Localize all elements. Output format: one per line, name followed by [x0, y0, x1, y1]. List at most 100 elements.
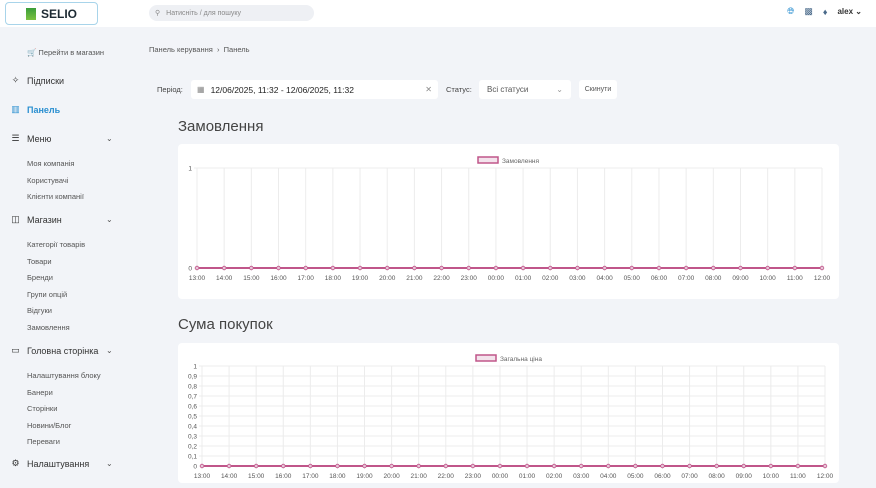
data-point: [683, 265, 689, 271]
y-tick-label: 0,7: [188, 394, 197, 401]
sidebar-subitem[interactable]: Відгуки: [27, 306, 53, 316]
brand-name: SELIO: [40, 6, 77, 21]
x-tick-label: 19:00: [356, 473, 373, 480]
chevron-down-icon[interactable]: ⌄: [106, 459, 113, 468]
y-tick-label: 0,1: [188, 454, 197, 461]
sidebar-item-5[interactable]: ⚙ Налаштування: [10, 458, 89, 469]
chevron-down-icon: ⌄: [556, 85, 563, 94]
x-tick-label: 21:00: [411, 473, 428, 480]
x-tick-label: 23:00: [461, 275, 478, 282]
sidebar-subitem[interactable]: Замовлення: [27, 323, 70, 332]
sidebar-item-label: Підписки: [27, 75, 65, 86]
x-tick-label: 15:00: [243, 275, 260, 282]
sidebar-item-1[interactable]: ▥ Панель: [10, 104, 60, 115]
data-point: [520, 265, 526, 271]
legend-swatch: [477, 156, 499, 164]
legend-label: Загальна ціна: [500, 355, 542, 363]
sidebar-subitem[interactable]: Бренди: [27, 273, 53, 283]
globe-icon[interactable]: 🌐︎: [787, 6, 795, 16]
sidebar-subitem[interactable]: Банери: [27, 387, 53, 397]
breadcrumb: Панель керування › Панель: [149, 45, 250, 54]
monitor-icon[interactable]: ▩: [804, 6, 813, 16]
search-icon: ⚲: [155, 10, 161, 17]
x-tick-label: 08:00: [709, 473, 726, 480]
gear-icon: ⚙: [11, 458, 20, 468]
x-tick-label: 00:00: [488, 275, 505, 282]
data-point: [416, 463, 421, 469]
chevron-down-icon[interactable]: ⌄: [106, 134, 113, 143]
data-point: [335, 463, 340, 469]
clear-icon[interactable]: ✕: [425, 85, 432, 94]
y-tick-label: 0,2: [188, 444, 197, 451]
x-tick-label: 02:00: [546, 473, 563, 480]
sidebar-item-3[interactable]: ◫ Магазин: [10, 214, 61, 225]
status-value: Всі статуси: [487, 85, 529, 94]
data-point: [249, 265, 254, 271]
data-point: [602, 265, 607, 271]
data-point: [389, 463, 394, 469]
sidebar-subitem[interactable]: Користувачі: [27, 175, 69, 185]
sales-title: Сума покупок: [178, 316, 273, 333]
x-tick-label: 15:00: [248, 473, 265, 480]
box-icon: ▭: [11, 345, 20, 355]
sidebar-subitem[interactable]: Клієнти компанії: [27, 192, 84, 202]
data-point: [385, 265, 390, 271]
period-date-input[interactable]: ▦ 12/06/2025, 11:32 - 12/06/2025, 11:32 …: [191, 80, 438, 99]
legend-swatch: [475, 354, 497, 362]
reset-button[interactable]: Скинути: [579, 80, 617, 99]
sidebar-subitem[interactable]: Сторінки: [27, 404, 58, 414]
x-tick-label: 20:00: [383, 473, 400, 480]
logo[interactable]: SELIO: [5, 2, 98, 25]
sidebar-subitem[interactable]: Моя компанія: [27, 159, 75, 168]
data-point: [226, 463, 232, 469]
sidebar-subitem[interactable]: Категорії товарів: [27, 240, 86, 249]
data-point: [497, 463, 503, 469]
bell-icon[interactable]: ♦: [822, 6, 828, 17]
data-point: [470, 463, 476, 469]
data-point: [741, 463, 746, 469]
x-tick-label: 13:00: [194, 473, 211, 480]
username: alex: [837, 7, 854, 16]
sidebar-item-0[interactable]: ✧ Підписки: [10, 75, 64, 86]
data-point: [606, 463, 611, 469]
x-tick-label: 22:00: [433, 275, 450, 282]
x-tick-label: 07:00: [681, 473, 698, 480]
x-tick-label: 09:00: [736, 473, 753, 480]
status-select[interactable]: Всі статуси ⌄: [479, 80, 571, 99]
chevron-down-icon[interactable]: ⌄: [106, 215, 113, 224]
x-tick-label: 17:00: [302, 473, 319, 480]
sidebar-subitem[interactable]: Налаштування блоку: [27, 371, 101, 380]
go-to-store-link[interactable]: 🛒 Перейти в магазин: [27, 48, 105, 57]
sidebar-item-2[interactable]: ☰ Меню: [10, 133, 51, 144]
user-menu[interactable]: alex ⌄: [837, 7, 862, 16]
period-label: Період:: [157, 85, 183, 94]
sidebar-subitem[interactable]: Новини/Блог: [27, 420, 72, 430]
data-point: [822, 463, 828, 469]
sidebar-subitem[interactable]: Переваги: [27, 437, 60, 447]
x-tick-label: 01:00: [515, 275, 532, 282]
status-label: Статус:: [446, 85, 472, 94]
chevron-down-icon[interactable]: ⌄: [106, 346, 113, 355]
search-placeholder: Натисніть / для пошуку: [166, 9, 242, 17]
top-bar: SELIO ⚲ Натисніть / для пошуку 🌐︎ ▩ ♦ ale…: [0, 0, 876, 27]
x-tick-label: 03:00: [569, 275, 586, 282]
sidebar-subitem[interactable]: Товари: [27, 256, 52, 266]
data-point: [633, 463, 638, 469]
breadcrumb-item[interactable]: Панель керування: [149, 45, 213, 54]
x-tick-label: 05:00: [624, 275, 641, 282]
sales-chart-card: Загальна ціна 0 0,1 0,2 0,3 0,4 0,5 0,6 0,7 0,8 0,…: [178, 343, 839, 483]
x-tick-label: 11:00: [787, 275, 803, 282]
data-point: [253, 463, 259, 469]
data-point: [443, 463, 448, 469]
sidebar-subitem[interactable]: Групи опцій: [27, 289, 68, 299]
data-point: [466, 265, 471, 271]
x-tick-label: 19:00: [352, 275, 369, 282]
data-point: [768, 463, 774, 469]
data-point: [579, 463, 584, 469]
x-tick-label: 22:00: [438, 473, 455, 480]
sidebar-item-4[interactable]: ▭ Головна сторінка: [10, 345, 98, 356]
search-input[interactable]: ⚲ Натисніть / для пошуку: [149, 5, 314, 21]
period-value: 12/06/2025, 11:32 - 12/06/2025, 11:32: [210, 84, 354, 95]
x-tick-label: 18:00: [329, 473, 346, 480]
sparkles-icon: ✧: [11, 75, 20, 85]
